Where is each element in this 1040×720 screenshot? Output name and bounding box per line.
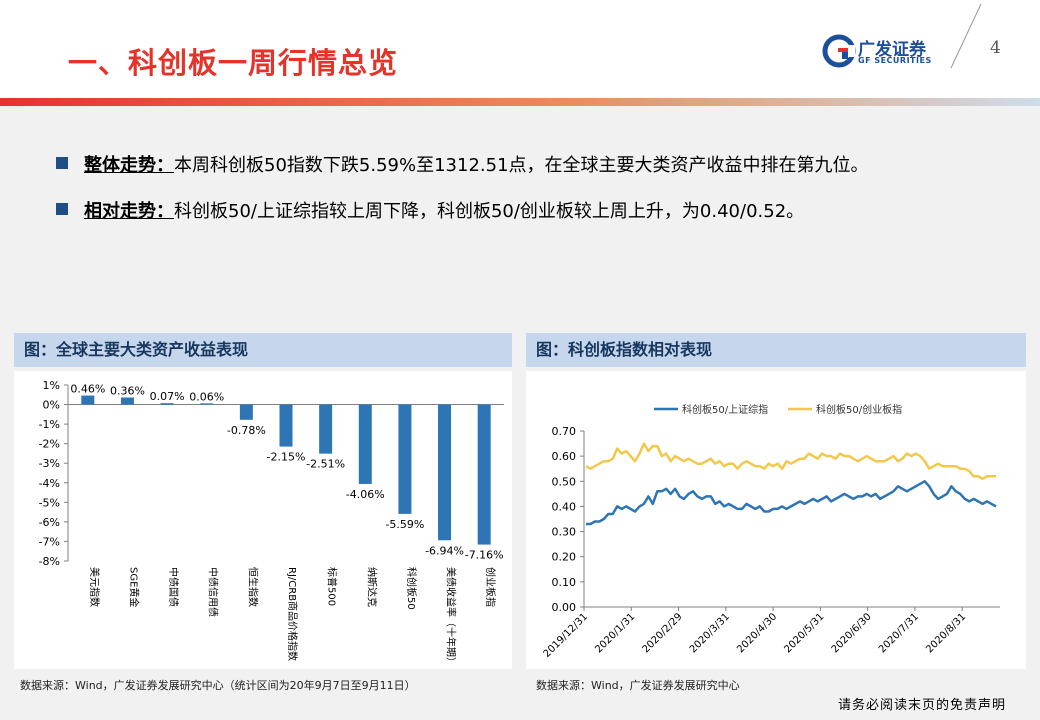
- y-tick-label: 0.30: [552, 526, 577, 539]
- x-tick-label: 美元指数: [88, 567, 101, 607]
- asset-returns-bar-chart: 1% 0% -1% -2% -3% -4% -5% -6% -7% -8% 0.46% 美元指数 0.3…: [39, 379, 504, 667]
- bullet-key: 整体走势：: [84, 155, 174, 176]
- bullet-marker: [56, 203, 68, 215]
- x-tick-label: 2020/2/29: [641, 611, 685, 655]
- x-tick-label: 2020/7/31: [877, 611, 921, 655]
- y-tick-label: 0.20: [552, 551, 577, 564]
- y-tick-label: 0.50: [552, 475, 577, 488]
- x-tick-label: 科创板50: [405, 567, 418, 610]
- bar-data-label: -0.78%: [227, 424, 266, 437]
- x-tick-label: 2020/5/31: [782, 611, 826, 655]
- y-tick-label: 0.70: [552, 425, 577, 438]
- left-chart-title: 图：全球主要大类资产收益表现: [14, 333, 512, 367]
- disclaimer-footer: 请务必阅读末页的免责声明: [838, 698, 1007, 713]
- bullet-overall-trend: 整体走势：本周科创板50指数下跌5.59%至1312.51点，在全球主要大类资产…: [84, 151, 869, 177]
- y-tick-label: 0.60: [552, 450, 577, 463]
- bullet-marker: [56, 157, 68, 169]
- bullet-relative-trend: 相对走势：科创板50/上证综指较上周下降，科创板50/创业板较上周上升，为0.4…: [84, 197, 804, 223]
- x-tick-label: 美债收益率（十年期）: [445, 567, 458, 667]
- bar-data-label: -4.06%: [346, 488, 385, 501]
- x-tick-label: SGE黄金: [127, 567, 140, 607]
- bar: [239, 404, 253, 420]
- logo-text-en: GF SECURITIES: [858, 56, 932, 65]
- bar-data-label: 0.06%: [189, 390, 224, 403]
- x-tick-label: 2020/4/30: [735, 611, 779, 655]
- bar-data-label: -7.16%: [465, 549, 504, 562]
- bar: [398, 404, 412, 514]
- x-tick-label: 2020/6/30: [830, 611, 874, 655]
- x-tick-label: 中债国债: [167, 567, 180, 607]
- x-tick-label: 创业板指: [484, 567, 497, 607]
- x-tick-label: RJ/CRB商品价格指数: [286, 567, 299, 661]
- bar: [477, 404, 491, 545]
- left-chart-source: 数据来源：Wind，广发证券发展研究中心（统计区间为20年9月7日至9月11日）: [20, 679, 416, 692]
- bar-data-label: -2.15%: [267, 451, 306, 464]
- bar: [200, 403, 214, 405]
- series-line: [586, 480, 997, 526]
- left-chart-area: 1% 0% -1% -2% -3% -4% -5% -6% -7% -8% 0.46% 美元指数 0.3…: [14, 371, 512, 669]
- x-tick-label: 2020/1/31: [593, 611, 637, 655]
- header-slash-divider: [950, 3, 982, 69]
- x-tick-label: 2019/12/31: [542, 611, 591, 660]
- bar: [160, 403, 174, 405]
- y-tick-label: -3%: [39, 457, 60, 470]
- bullet-key: 相对走势：: [84, 201, 174, 222]
- bar: [81, 395, 95, 405]
- bar: [358, 404, 372, 484]
- legend-label: 科创板50/上证综指: [682, 403, 768, 416]
- y-tick-label: 0.40: [552, 500, 577, 513]
- right-chart-title: 图：科创板指数相对表现: [526, 333, 1026, 367]
- right-chart-area: 0.70 0.60 0.50 0.40 0.30 0.20 0.10 0.00 2019/12/…: [526, 371, 1026, 669]
- bar-data-label: 0.36%: [110, 385, 145, 398]
- bar: [279, 404, 293, 447]
- x-tick-label: 纳斯达克: [365, 567, 378, 607]
- bar-data-label: 0.07%: [150, 390, 185, 403]
- page-header: [0, 0, 1040, 100]
- y-tick-label: -4%: [39, 477, 60, 490]
- page-title: 一、科创板一周行情总览: [68, 46, 399, 80]
- y-tick-label: -6%: [39, 516, 60, 529]
- bullet-text: 本周科创板50指数下跌5.59%至1312.51点，在全球主要大类资产收益中排在…: [174, 155, 869, 176]
- page-number: 4: [990, 38, 1001, 58]
- header-gradient-bar: [0, 98, 1040, 106]
- x-tick-label: 中债信用债: [207, 567, 220, 617]
- logo-text-cn: 广发证券: [858, 40, 926, 60]
- bar-data-label: 0.46%: [70, 383, 105, 396]
- x-tick-label: 标普500: [326, 567, 339, 606]
- bar: [438, 404, 452, 541]
- y-tick-label: -7%: [39, 535, 60, 548]
- right-chart-source: 数据来源：Wind，广发证券发展研究中心: [536, 679, 740, 692]
- y-tick-label: -8%: [39, 555, 60, 568]
- y-tick-label: 0.10: [552, 576, 577, 589]
- bar: [319, 404, 333, 454]
- gf-logo-icon: [822, 34, 856, 68]
- x-tick-label: 2020/3/31: [688, 611, 732, 655]
- y-tick-label: -5%: [39, 496, 60, 509]
- bar-data-label: -5.59%: [385, 518, 424, 531]
- y-tick-label: 0.00: [552, 601, 577, 614]
- y-tick-label: 0%: [43, 399, 60, 412]
- legend-label: 科创板50/创业板指: [816, 403, 902, 416]
- bar-data-label: -2.51%: [306, 458, 345, 471]
- series-line: [585, 442, 996, 481]
- bullet-text: 科创板50/上证综指较上周下降，科创板50/创业板较上周上升，为0.40/0.5…: [174, 201, 805, 222]
- y-tick-label: 1%: [43, 379, 60, 392]
- y-tick-label: -1%: [39, 418, 60, 431]
- x-tick-label: 2020/8/31: [924, 611, 968, 655]
- star-market-relative-line-chart: 0.70 0.60 0.50 0.40 0.30 0.20 0.10 0.002019/12/…: [542, 403, 1000, 660]
- x-tick-label: 恒生指数: [246, 567, 259, 607]
- bar-data-label: -6.94%: [425, 544, 464, 557]
- y-tick-label: -2%: [39, 438, 60, 451]
- bar: [120, 397, 134, 405]
